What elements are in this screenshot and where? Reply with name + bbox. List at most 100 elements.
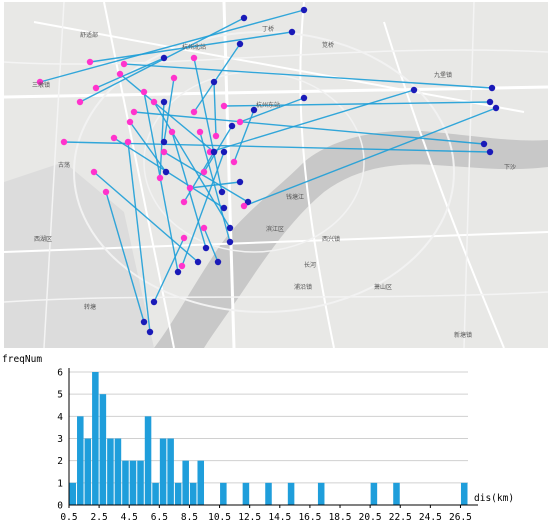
destination-point[interactable] (480, 140, 488, 148)
destination-point[interactable] (228, 122, 236, 130)
od-flow-lines (39, 9, 497, 333)
origin-point[interactable] (240, 202, 248, 210)
destination-point[interactable] (210, 148, 218, 156)
histogram-bar (129, 460, 137, 505)
origin-point[interactable] (86, 58, 94, 66)
origin-point[interactable] (178, 262, 186, 270)
destination-point[interactable] (300, 6, 308, 14)
map-canvas[interactable] (4, 2, 548, 348)
x-tick-label: 16.5 (298, 512, 321, 523)
od-flow-line (129, 121, 167, 173)
destination-point[interactable] (160, 98, 168, 106)
origin-point[interactable] (116, 70, 124, 78)
destination-point[interactable] (250, 106, 258, 114)
destination-point[interactable] (210, 78, 218, 86)
histogram-bar (370, 482, 378, 505)
origin-point[interactable] (92, 84, 100, 92)
destination-point[interactable] (486, 98, 494, 106)
map-label: 转塘 (84, 304, 97, 311)
origin-point[interactable] (196, 128, 204, 136)
destination-point[interactable] (236, 178, 244, 186)
destination-point[interactable] (218, 188, 226, 196)
map-label: 三墩镇 (32, 82, 51, 89)
origin-point[interactable] (170, 74, 178, 82)
od-flow-line (39, 9, 305, 83)
origin-point[interactable] (200, 224, 208, 232)
origin-point[interactable] (190, 108, 198, 116)
od-flow-line (127, 141, 151, 333)
destination-point[interactable] (194, 258, 202, 266)
histogram-bar (122, 460, 129, 505)
origin-point[interactable] (140, 88, 148, 96)
map-label: 长河 (304, 262, 317, 269)
destination-point[interactable] (202, 244, 210, 252)
od-flow-line (89, 31, 293, 63)
y-tick-label: 4 (57, 412, 63, 423)
origin-point[interactable] (130, 108, 138, 116)
destination-point[interactable] (220, 148, 228, 156)
origin-point[interactable] (180, 234, 188, 242)
origin-point[interactable] (220, 102, 228, 110)
histogram-bar (242, 482, 250, 505)
destination-point[interactable] (226, 224, 234, 232)
destination-point[interactable] (146, 328, 154, 336)
destination-point[interactable] (410, 86, 418, 94)
map-label: 西兴镇 (322, 236, 341, 243)
histogram-bar (317, 482, 325, 505)
destination-point[interactable] (150, 298, 158, 306)
origin-point[interactable] (110, 134, 118, 142)
destination-point[interactable] (226, 238, 234, 246)
destination-point[interactable] (236, 40, 244, 48)
origin-point[interactable] (180, 198, 188, 206)
origin-point[interactable] (190, 54, 198, 62)
histogram-bar (92, 372, 99, 505)
x-tick-label: 4.5 (121, 512, 138, 523)
destination-point[interactable] (488, 84, 496, 92)
origin-point[interactable] (230, 158, 238, 166)
origin-point[interactable] (236, 118, 244, 126)
origin-point[interactable] (60, 138, 68, 146)
destination-point[interactable] (214, 258, 222, 266)
histogram-bar (174, 482, 182, 505)
origin-point[interactable] (150, 98, 158, 106)
origin-point[interactable] (102, 188, 110, 196)
destination-point[interactable] (140, 318, 148, 326)
origin-point[interactable] (200, 168, 208, 176)
origin-point[interactable] (90, 168, 98, 176)
origin-point[interactable] (156, 174, 164, 182)
histogram-bar (189, 482, 197, 505)
destination-point[interactable] (160, 138, 168, 146)
origin-point[interactable] (126, 118, 134, 126)
origin-point[interactable] (186, 184, 194, 192)
destination-point[interactable] (162, 168, 170, 176)
origin-point[interactable] (124, 138, 132, 146)
destination-point[interactable] (300, 94, 308, 102)
destination-point[interactable] (220, 204, 228, 212)
trip-map[interactable]: 舒适部 三墩镇 丁桥 九堡镇 杭州东站 杭州北站 笕桥 古荡 下沙 西湖区 钱塘… (4, 2, 548, 348)
destination-point[interactable] (160, 54, 168, 62)
od-flow-line (143, 91, 179, 273)
map-label: 舒适部 (80, 32, 99, 39)
x-tick-label: 6.5 (151, 512, 168, 523)
destination-point[interactable] (244, 198, 252, 206)
destination-point[interactable] (288, 28, 296, 36)
histogram-bar (265, 482, 272, 505)
map-label: 滨江区 (266, 226, 285, 233)
histogram-bar (144, 416, 152, 505)
origin-point[interactable] (168, 128, 176, 136)
destination-point[interactable] (492, 104, 500, 112)
origin-point[interactable] (160, 148, 168, 156)
od-flow-line (105, 191, 145, 323)
destination-point[interactable] (174, 268, 182, 276)
destination-point[interactable] (240, 14, 248, 22)
origin-point[interactable] (36, 78, 44, 86)
origin-point[interactable] (120, 60, 128, 68)
destination-point[interactable] (486, 148, 494, 156)
origin-point[interactable] (212, 132, 220, 140)
map-label: 西湖区 (34, 236, 53, 243)
od-flow-line (223, 101, 491, 107)
od-flow-line (243, 107, 497, 207)
map-label: 古荡 (58, 162, 71, 169)
x-tick-label: 12.5 (238, 512, 261, 523)
origin-point[interactable] (76, 98, 84, 106)
